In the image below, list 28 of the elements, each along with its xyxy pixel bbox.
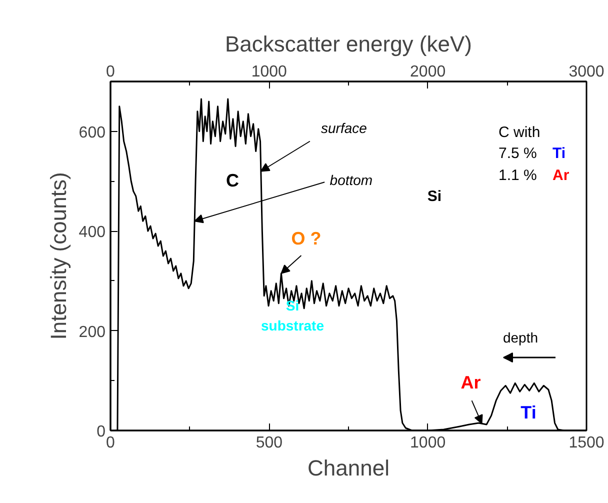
x-axis-title: Channel bbox=[308, 456, 390, 480]
x2-axis-title: Backscatter energy (keV) bbox=[225, 32, 472, 56]
y-axis-title: Intensity (counts) bbox=[46, 172, 71, 340]
annotation: Ar bbox=[460, 372, 481, 393]
annotation: surface bbox=[321, 120, 368, 136]
x-tick-label: 500 bbox=[256, 434, 283, 452]
y-tick-label: 400 bbox=[78, 224, 106, 242]
annotation: Si bbox=[427, 188, 442, 205]
annotation: Ti bbox=[552, 145, 566, 162]
x2-tick-label: 1000 bbox=[251, 64, 288, 80]
y-tick-label: 0 bbox=[96, 424, 106, 440]
annotation: 7.5 % bbox=[498, 145, 537, 162]
annotation: Ti bbox=[520, 402, 536, 422]
x-tick-label: 1500 bbox=[568, 434, 604, 452]
annotation: C with bbox=[498, 124, 540, 141]
y-tick-label: 600 bbox=[78, 124, 106, 142]
x-tick-label: 1000 bbox=[410, 434, 446, 452]
x2-tick-label: 3000 bbox=[568, 64, 604, 80]
x2-tick-label: 2000 bbox=[410, 64, 446, 80]
annotation: depth bbox=[502, 330, 538, 346]
annotation: O ? bbox=[291, 228, 322, 248]
y-tick-label: 200 bbox=[78, 324, 106, 341]
annotation: Ar bbox=[552, 167, 570, 184]
annotation: C bbox=[226, 170, 239, 190]
annotation: substrate bbox=[260, 318, 324, 334]
annotation: Si bbox=[286, 298, 300, 314]
annotation: bottom bbox=[330, 172, 373, 188]
annotation: 1.1 % bbox=[498, 167, 537, 184]
